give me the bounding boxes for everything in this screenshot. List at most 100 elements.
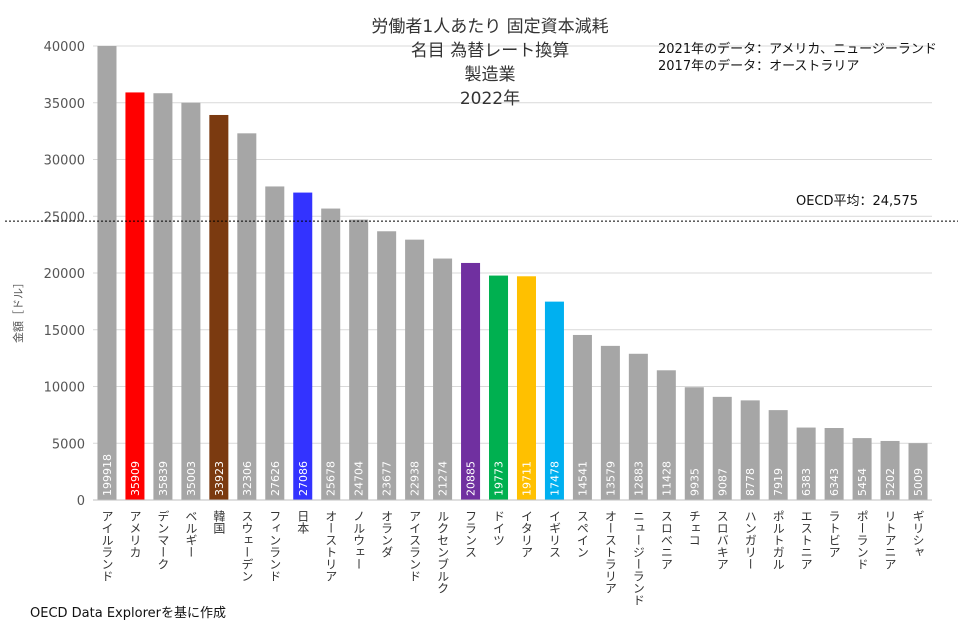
bar-value-label: 21274: [437, 461, 450, 496]
bar: [600, 345, 620, 500]
y-tick-label: 5000: [52, 437, 85, 452]
bar-value-label: 35003: [185, 461, 198, 496]
bar: [516, 276, 536, 500]
bar-value-label: 19711: [520, 461, 533, 496]
x-category-label: ドイツ: [492, 510, 506, 546]
bar: [265, 186, 285, 501]
bar: [377, 231, 397, 500]
bar: [768, 410, 788, 500]
x-category-label: アイスランド: [408, 510, 422, 582]
x-category-label: オーストリア: [324, 510, 338, 582]
bar: [740, 400, 760, 500]
y-tick-label: 25000: [44, 210, 85, 225]
bar: [97, 46, 117, 500]
bar: [796, 427, 816, 500]
bar-value-label: 6383: [800, 468, 813, 496]
y-axis-label: 金額［ドル］: [11, 277, 25, 343]
bar: [209, 114, 229, 501]
chart-title-line-4: 2022年: [459, 89, 521, 109]
bar-value-label: 5454: [856, 468, 869, 496]
bar: [181, 102, 201, 501]
chart-title-line-1: 労働者1人あたり 固定資本減耗: [371, 17, 609, 37]
y-tick-label: 40000: [44, 40, 85, 55]
x-category-label: 韓国: [212, 510, 226, 534]
bar-value-label: 32306: [241, 461, 254, 496]
bar-value-label: 35839: [157, 461, 170, 496]
bar: [405, 239, 425, 501]
bar: [880, 440, 900, 500]
bar: [572, 334, 592, 500]
bar-value-label: 24704: [353, 461, 366, 496]
y-tick-label: 20000: [44, 267, 85, 282]
x-category-label: ハンガリー: [743, 510, 757, 570]
bar-value-label: 19773: [493, 461, 506, 496]
bar-value-label: 12883: [632, 461, 645, 496]
x-category-label: オーストラリア: [603, 510, 617, 594]
bar-value-label: 11428: [660, 461, 673, 496]
data-year-note-1: 2021年のデータ：アメリカ、ニュージーランド: [658, 42, 937, 57]
bar: [712, 396, 732, 500]
bar: [656, 370, 676, 500]
bar-value-label: 17478: [548, 461, 561, 496]
x-category-label: スロバキア: [715, 510, 729, 570]
bar-value-label: 20885: [465, 461, 478, 496]
x-category-label: スロベニア: [659, 510, 673, 570]
bar: [293, 192, 313, 500]
bar: [349, 219, 369, 500]
x-category-label: ベルギー: [184, 510, 198, 558]
bar-value-label: 22938: [409, 461, 422, 496]
bar: [684, 387, 704, 500]
x-category-label: ノルウェー: [352, 510, 366, 570]
x-category-label: ポルトガル: [771, 510, 785, 570]
y-tick-label: 10000: [44, 381, 85, 396]
bar-value-label: 25678: [325, 461, 338, 496]
x-category-label: イギリス: [547, 510, 561, 558]
x-category-label: アメリカ: [128, 510, 142, 558]
y-tick-label: 15000: [44, 324, 85, 339]
oecd-average-label: OECD平均：24,575: [796, 194, 918, 209]
bar-value-label: 9935: [688, 468, 701, 496]
bar: [321, 208, 341, 501]
bar-value-label: 5202: [884, 468, 897, 496]
bar-value-label: 23677: [381, 461, 394, 496]
x-category-label: イタリア: [519, 510, 533, 558]
bar: [628, 353, 648, 500]
y-tick-label: 0: [77, 494, 85, 509]
chart-title-line-3: 製造業: [464, 65, 516, 85]
x-category-label: ラトビア: [827, 510, 841, 558]
bar-value-label: 7919: [772, 468, 785, 496]
bar-value-label: 5009: [912, 468, 925, 496]
bar: [824, 428, 844, 500]
bar: [544, 301, 564, 500]
y-tick-label: 30000: [44, 154, 85, 169]
x-category-label: フランス: [464, 510, 478, 558]
x-category-label: スペイン: [575, 510, 589, 558]
bar-value-label: 14541: [576, 461, 589, 496]
x-category-label: ギリシャ: [911, 510, 925, 558]
bar-value-label: 6343: [828, 468, 841, 496]
x-category-label: 日本: [296, 510, 310, 535]
bar: [153, 93, 173, 500]
bar-value-label: 199918: [101, 454, 114, 496]
bar: [433, 258, 453, 500]
source-note: OECD Data Explorerを基に作成: [30, 606, 226, 621]
x-category-label: ポーランド: [855, 510, 869, 570]
data-year-note-2: 2017年のデータ：オーストラリア: [658, 59, 860, 74]
bar: [237, 133, 257, 500]
x-category-label: アイルランド: [100, 510, 114, 582]
bar-value-label: 8778: [744, 468, 757, 496]
bar-value-label: 35909: [129, 461, 142, 496]
bar: [461, 262, 481, 500]
bar-value-label: 9087: [716, 468, 729, 496]
bar: [125, 92, 145, 500]
y-tick-label: 35000: [44, 97, 85, 112]
chart-title-line-2: 名目 為替レート換算: [410, 41, 570, 61]
x-category-label: フィンランド: [268, 510, 282, 582]
bar: [908, 443, 928, 500]
x-category-label: スウェーデン: [240, 510, 254, 582]
x-category-label: エストニア: [799, 510, 813, 570]
x-category-label: ルクセンブルク: [436, 510, 450, 594]
x-category-label: オランダ: [380, 510, 394, 558]
x-category-label: デンマーク: [156, 510, 170, 570]
